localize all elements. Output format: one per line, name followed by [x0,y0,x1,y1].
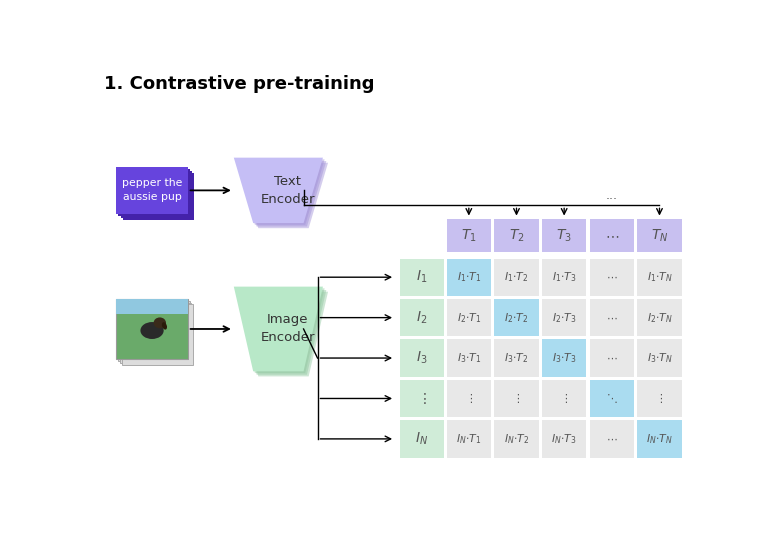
FancyBboxPatch shape [400,420,444,458]
FancyBboxPatch shape [638,219,681,252]
Text: $T_{2}$: $T_{2}$ [509,227,524,243]
FancyBboxPatch shape [120,302,192,363]
FancyBboxPatch shape [542,380,587,417]
Polygon shape [239,292,328,376]
FancyBboxPatch shape [494,380,539,417]
Text: $I_3{\cdot}T_1$: $I_3{\cdot}T_1$ [457,351,481,365]
FancyBboxPatch shape [494,299,539,336]
FancyBboxPatch shape [447,299,491,336]
Polygon shape [239,163,328,228]
FancyBboxPatch shape [542,259,587,296]
Text: $\vdots$: $\vdots$ [513,392,521,405]
Text: Image
Encoder: Image Encoder [260,313,315,345]
FancyBboxPatch shape [590,299,634,336]
Text: $I_2{\cdot}T_2$: $I_2{\cdot}T_2$ [504,311,529,324]
Text: $\cdots$: $\cdots$ [606,313,618,323]
Polygon shape [237,290,326,375]
Text: $I_1$: $I_1$ [417,269,427,286]
FancyBboxPatch shape [590,420,634,458]
Text: $\cdots$: $\cdots$ [606,353,618,363]
FancyBboxPatch shape [494,219,539,252]
FancyBboxPatch shape [638,259,681,296]
FancyBboxPatch shape [590,259,634,296]
Text: $T_{3}$: $T_{3}$ [556,227,572,243]
Polygon shape [236,288,325,373]
FancyBboxPatch shape [638,339,681,377]
FancyBboxPatch shape [116,299,188,359]
Text: $I_N$: $I_N$ [415,430,429,447]
FancyBboxPatch shape [494,420,539,458]
Text: $I_3{\cdot}T_3$: $I_3{\cdot}T_3$ [552,351,577,365]
FancyBboxPatch shape [542,299,587,336]
FancyBboxPatch shape [447,339,491,377]
Text: $I_3{\cdot}T_2$: $I_3{\cdot}T_2$ [504,351,529,365]
FancyBboxPatch shape [447,219,491,252]
Ellipse shape [153,317,166,328]
FancyBboxPatch shape [400,299,444,336]
Text: $I_1{\cdot}T_2$: $I_1{\cdot}T_2$ [504,270,529,284]
FancyBboxPatch shape [638,420,681,458]
Text: $I_2{\cdot}T_N$: $I_2{\cdot}T_N$ [647,311,672,324]
FancyBboxPatch shape [119,301,189,361]
Polygon shape [237,161,326,226]
FancyBboxPatch shape [590,339,634,377]
Text: $I_3{\cdot}T_N$: $I_3{\cdot}T_N$ [647,351,672,365]
Ellipse shape [140,322,164,339]
Text: $\vdots$: $\vdots$ [465,392,473,405]
FancyBboxPatch shape [400,339,444,377]
Text: $\cdots$: $\cdots$ [604,229,619,242]
Text: $\ddots$: $\ddots$ [606,392,618,405]
FancyBboxPatch shape [542,219,587,252]
Text: $I_1{\cdot}T_3$: $I_1{\cdot}T_3$ [552,270,577,284]
FancyBboxPatch shape [116,166,188,214]
Text: $I_2{\cdot}T_1$: $I_2{\cdot}T_1$ [457,311,481,324]
FancyBboxPatch shape [119,168,189,216]
FancyBboxPatch shape [400,380,444,417]
Text: $I_N{\cdot}T_3$: $I_N{\cdot}T_3$ [551,432,577,446]
FancyBboxPatch shape [447,380,491,417]
Text: $I_1{\cdot}T_1$: $I_1{\cdot}T_1$ [457,270,481,284]
Text: $\vdots$: $\vdots$ [655,392,664,405]
FancyBboxPatch shape [494,339,539,377]
Text: $\cdots$: $\cdots$ [606,272,618,282]
Text: $I_2{\cdot}T_3$: $I_2{\cdot}T_3$ [552,311,577,324]
Text: ...: ... [606,189,618,202]
FancyBboxPatch shape [590,380,634,417]
FancyBboxPatch shape [122,305,193,364]
Text: Text
Encoder: Text Encoder [260,175,315,206]
Text: $\vdots$: $\vdots$ [417,391,427,406]
FancyBboxPatch shape [542,339,587,377]
FancyBboxPatch shape [121,171,192,218]
Ellipse shape [162,322,167,330]
Text: $I_3$: $I_3$ [417,350,427,366]
FancyBboxPatch shape [542,420,587,458]
Text: $I_N{\cdot}T_1$: $I_N{\cdot}T_1$ [456,432,481,446]
Text: $\vdots$: $\vdots$ [560,392,568,405]
Text: $I_N{\cdot}T_N$: $I_N{\cdot}T_N$ [646,432,673,446]
Polygon shape [234,287,323,371]
FancyBboxPatch shape [638,299,681,336]
FancyBboxPatch shape [590,219,634,252]
Text: $I_1{\cdot}T_N$: $I_1{\cdot}T_N$ [647,270,672,284]
Text: $\cdots$: $\cdots$ [606,434,618,444]
Polygon shape [234,158,323,223]
FancyBboxPatch shape [122,173,194,220]
Polygon shape [236,159,325,225]
Text: $I_N{\cdot}T_2$: $I_N{\cdot}T_2$ [504,432,529,446]
FancyBboxPatch shape [447,259,491,296]
Text: $T_{N}$: $T_{N}$ [651,227,668,243]
Text: pepper the
aussie pup: pepper the aussie pup [122,178,182,202]
Text: $T_{1}$: $T_{1}$ [461,227,477,243]
FancyBboxPatch shape [638,380,681,417]
FancyBboxPatch shape [116,299,188,315]
Text: 1. Contrastive pre-training: 1. Contrastive pre-training [104,75,374,93]
FancyBboxPatch shape [400,259,444,296]
FancyBboxPatch shape [447,420,491,458]
Text: $I_2$: $I_2$ [417,310,427,326]
FancyBboxPatch shape [494,259,539,296]
